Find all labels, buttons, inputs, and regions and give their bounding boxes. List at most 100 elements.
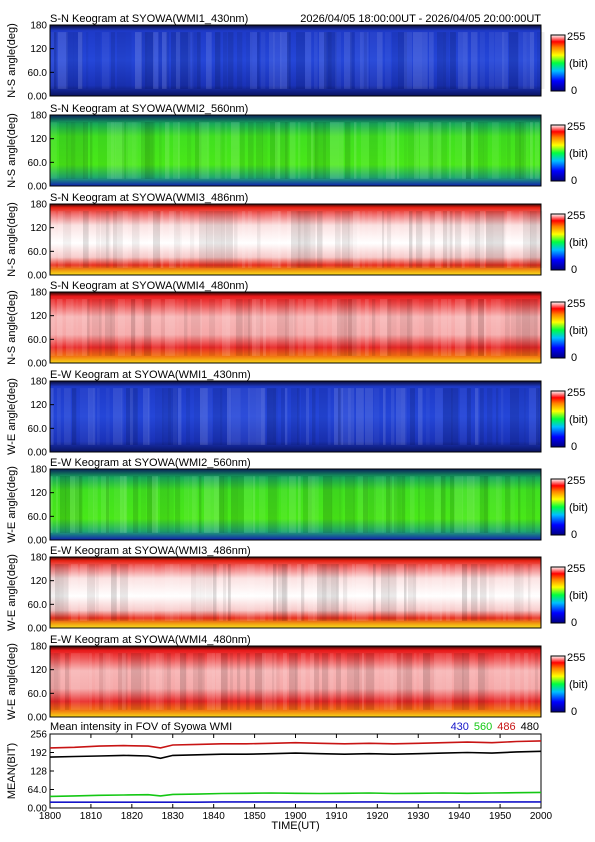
colorbar-min-label: 0 xyxy=(571,264,577,276)
keogram-panel: E-W Keogram at SYOWA(WMI1_430nm) 0.00 60.0… xyxy=(6,369,588,459)
keogram-image xyxy=(50,115,541,186)
colorbar-min-label: 0 xyxy=(571,85,577,97)
line-xtick-label: 1920 xyxy=(366,811,389,822)
keogram-ytick-label: 120 xyxy=(30,134,47,145)
keogram-ytick-label: 60.0 xyxy=(28,689,48,700)
keogram-ytick-label: 180 xyxy=(30,377,47,388)
keogram-texture xyxy=(50,388,540,445)
colorbar-unit-label: (bit) xyxy=(569,590,588,602)
keogram-ytick-label: 60.0 xyxy=(28,158,48,169)
keogram-title: E-W Keogram at SYOWA(WMI1_430nm) xyxy=(50,369,251,381)
line-ytick-label: 256 xyxy=(30,730,47,741)
keogram-ytick-label: 120 xyxy=(30,665,47,676)
line-xtick-label: 1800 xyxy=(39,811,62,822)
keogram-frame xyxy=(49,24,542,97)
keogram-frame xyxy=(49,380,542,453)
keogram-image xyxy=(50,557,541,628)
keogram-ytick-label: 120 xyxy=(30,488,47,499)
keogram-frame xyxy=(49,468,542,541)
line-ytick-label: 64.0 xyxy=(28,785,48,796)
colorbar-min-label: 0 xyxy=(571,352,577,364)
keogram-ytick-label: 0.00 xyxy=(28,182,48,193)
keogram-panel: E-W Keogram at SYOWA(WMI4_480nm) 0.00 60.0… xyxy=(6,634,588,724)
keogram-ytick-label: 60.0 xyxy=(28,335,48,346)
colorbar-unit-label: (bit) xyxy=(569,502,588,514)
line-chart-ylabel: MEAN(BIT) xyxy=(6,743,18,799)
colorbar xyxy=(550,390,566,448)
colorbar-unit-label: (bit) xyxy=(569,148,588,160)
keogram-texture xyxy=(50,32,545,89)
line-ytick-label: 128 xyxy=(30,767,47,778)
keogram-image xyxy=(50,292,541,363)
keogram-panel: S-N Keogram at SYOWA(WMI3_486nm) 0.00 60.0… xyxy=(6,192,588,282)
colorbar-max-label: 255 xyxy=(567,210,585,222)
colorbar-max-label: 255 xyxy=(567,475,585,487)
line-ytick-label: 192 xyxy=(30,748,47,759)
line-xtick-label: 1820 xyxy=(121,811,144,822)
keogram-frame xyxy=(49,203,542,276)
keogram-ylabel: N-S angle(deg) xyxy=(6,113,18,188)
keogram-ytick-label: 60.0 xyxy=(28,68,48,79)
keogram-ytick-label: 180 xyxy=(30,111,47,122)
keogram-ylabel: N-S angle(deg) xyxy=(6,290,18,365)
keogram-frame xyxy=(49,556,542,629)
line-xtick-label: 1900 xyxy=(284,811,307,822)
keogram-ytick-label: 180 xyxy=(30,642,47,653)
colorbar-max-label: 255 xyxy=(567,298,585,310)
keogram-ytick-label: 0.00 xyxy=(28,448,48,459)
keogram-title: E-W Keogram at SYOWA(WMI3_486nm) xyxy=(50,545,251,557)
keogram-title: E-W Keogram at SYOWA(WMI2_560nm) xyxy=(50,457,251,469)
keogram-ytick-label: 180 xyxy=(30,465,47,476)
keogram-texture xyxy=(50,564,540,621)
keogram-image xyxy=(50,381,541,452)
keogram-ytick-label: 60.0 xyxy=(28,247,48,258)
keogram-ylabel: W-E angle(deg) xyxy=(6,554,18,631)
legend-entry-480: 480 xyxy=(521,721,539,733)
keogram-ylabel: W-E angle(deg) xyxy=(6,643,18,720)
colorbar-max-label: 255 xyxy=(567,563,585,575)
legend-entry-430: 430 xyxy=(451,721,469,733)
keogram-ylabel: W-E angle(deg) xyxy=(6,466,18,543)
colorbar-min-label: 0 xyxy=(571,617,577,629)
keogram-texture xyxy=(50,476,549,533)
keogram-ytick-label: 120 xyxy=(30,400,47,411)
keogram-image xyxy=(50,469,541,540)
keogram-texture xyxy=(50,211,543,268)
keogram-title: S-N Keogram at SYOWA(WMI4_480nm) xyxy=(50,280,248,292)
line-xtick-label: 1830 xyxy=(162,811,185,822)
keogram-frame xyxy=(49,645,542,718)
colorbar xyxy=(550,566,566,624)
keogram-image xyxy=(50,646,541,717)
colorbar-unit-label: (bit) xyxy=(569,237,588,249)
keogram-title: S-N Keogram at SYOWA(WMI3_486nm) xyxy=(50,192,248,204)
line-xtick-label: 1910 xyxy=(325,811,348,822)
keogram-ytick-label: 180 xyxy=(30,288,47,299)
keogram-title: S-N Keogram at SYOWA(WMI1_430nm) xyxy=(50,13,248,25)
keogram-panel: S-N Keogram at SYOWA(WMI1_430nm) 2026/04/… xyxy=(6,13,588,103)
keogram-panel: E-W Keogram at SYOWA(WMI3_486nm) 0.00 60.0… xyxy=(6,545,588,635)
keogram-ytick-label: 120 xyxy=(30,223,47,234)
keogram-image xyxy=(50,204,541,275)
colorbar-min-label: 0 xyxy=(571,529,577,541)
keogram-ylabel: N-S angle(deg) xyxy=(6,202,18,277)
colorbar-min-label: 0 xyxy=(571,441,577,453)
keogram-ytick-label: 120 xyxy=(30,311,47,322)
colorbar xyxy=(550,301,566,359)
line-xtick-label: 1810 xyxy=(80,811,103,822)
series-line-480 xyxy=(49,750,542,760)
keogram-ytick-label: 60.0 xyxy=(28,600,48,611)
keogram-ytick-label: 120 xyxy=(30,576,47,587)
keogram-ytick-label: 120 xyxy=(30,44,47,55)
line-chart-xlabel: TIME(UT) xyxy=(271,820,319,832)
keogram-ytick-label: 0.00 xyxy=(28,536,48,547)
series-line-560 xyxy=(49,791,542,798)
keogram-ytick-label: 60.0 xyxy=(28,512,48,523)
colorbar-min-label: 0 xyxy=(571,175,577,187)
colorbar-max-label: 255 xyxy=(567,121,585,133)
line-ytick-label: 0.00 xyxy=(28,804,48,815)
keogram-texture xyxy=(50,299,545,356)
colorbar xyxy=(550,34,566,92)
keogram-title: S-N Keogram at SYOWA(WMI2_560nm) xyxy=(50,103,248,115)
keogram-ytick-label: 180 xyxy=(30,553,47,564)
